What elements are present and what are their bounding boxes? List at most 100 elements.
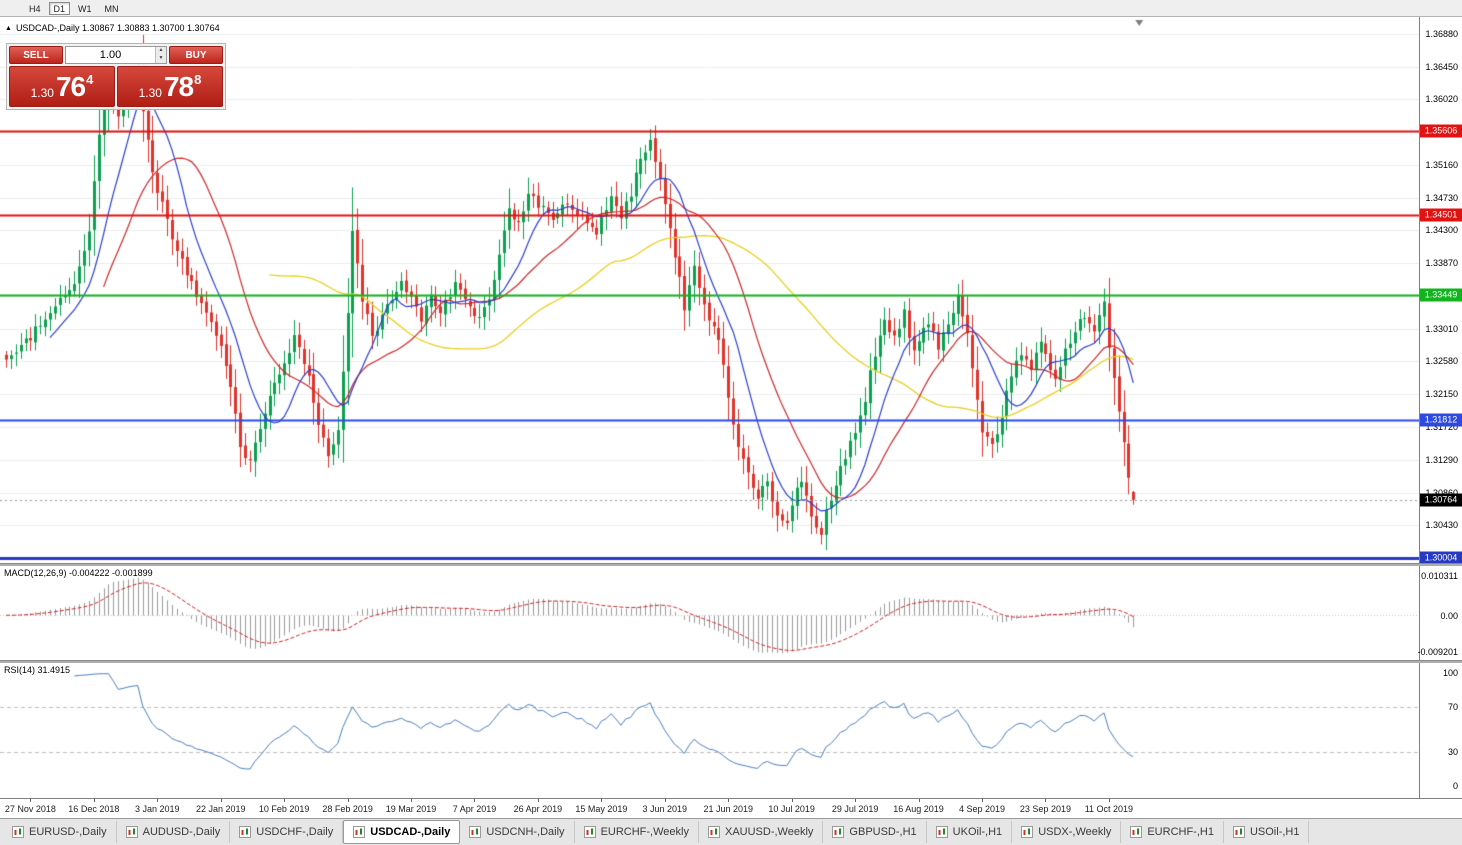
macd-axis-max: 0.010311 [1421, 571, 1458, 581]
chart-tab-eurchf-weekly[interactable]: EURCHF-,Weekly [575, 821, 699, 843]
volume-spinner: ▲ ▼ [155, 47, 166, 63]
price-tick: 1.31720 [1425, 422, 1458, 432]
macd-axis[interactable]: 0.010311 0.00 -0.009201 [1417, 566, 1462, 660]
chart-tab-ukoil-h1[interactable]: UKOil-,H1 [927, 821, 1013, 843]
sell-price-prefix: 1.30 [30, 85, 54, 100]
chart-tab-label: USDX-,Weekly [1038, 826, 1112, 838]
price-tick: 1.30860 [1425, 488, 1458, 498]
price-badge-1.30764[interactable]: 1.30764 [1420, 493, 1462, 507]
volume-decrease-button[interactable]: ▼ [156, 55, 166, 63]
buy-price-main: 78 [163, 70, 194, 102]
price-tick: 1.36450 [1425, 61, 1458, 72]
chart-tab-label: EURUSD-,Daily [29, 826, 107, 838]
rsi-label: RSI(14) 31.4915 [4, 665, 71, 675]
date-label: 3 Jan 2019 [134, 804, 180, 814]
chart-tab-usdcad-daily[interactable]: USDCAD-,Daily [343, 820, 461, 844]
macd-canvas[interactable] [0, 566, 1419, 660]
price-badge-1.30004[interactable]: 1.30004 [1420, 551, 1462, 563]
volume-input[interactable]: 1.00 ▲ ▼ [65, 46, 167, 64]
chart-tab-label: EURCHF-,H1 [1147, 826, 1214, 838]
timeframe-button-h4[interactable]: H4 [24, 2, 46, 15]
rsi-axis-0: 0 [1452, 781, 1458, 791]
date-tick [537, 799, 539, 802]
sell-price-display[interactable]: 1.30 76 4 [9, 66, 115, 107]
price-tick: 1.30430 [1425, 520, 1458, 531]
price-badge-1.35606[interactable]: 1.35606 [1420, 124, 1462, 138]
chart-tab-eurchf-h1[interactable]: EURCHF-,H1 [1121, 821, 1224, 843]
chart-tab-label: AUDUSD-,Daily [142, 826, 221, 838]
chart-tab-label: EURCHF-,Weekly [600, 826, 689, 838]
chart-tab-label: UKOil-,H1 [952, 826, 1003, 838]
chart-tab-audusd-daily[interactable]: AUDUSD-,Daily [117, 821, 231, 843]
rsi-axis[interactable]: 100 70 30 0 [1419, 663, 1462, 798]
sell-button[interactable]: SELL [9, 46, 63, 64]
chart-icon [1021, 826, 1034, 838]
panel-separator[interactable] [0, 563, 1462, 566]
chart-icon [125, 826, 138, 838]
price-tick: 1.35160 [1425, 159, 1458, 170]
price-tick: 1.31290 [1425, 454, 1458, 465]
date-tick [1108, 799, 1110, 802]
chart-icon [583, 826, 596, 838]
macd-axis-min: -0.009201 [1417, 647, 1458, 657]
buy-button[interactable]: BUY [169, 46, 223, 64]
date-label: 23 Sep 2019 [1019, 804, 1071, 814]
price-axis[interactable]: 1.368801.364501.360201.355901.351601.347… [1419, 17, 1462, 563]
price-badge-1.34501[interactable]: 1.34501 [1420, 208, 1462, 222]
chart-tab-gbpusd-h1[interactable]: GBPUSD-,H1 [823, 821, 927, 843]
volume-value: 1.00 [99, 49, 122, 61]
panel-separator[interactable] [0, 660, 1462, 663]
date-label: 10 Jul 2019 [768, 804, 815, 814]
rsi-canvas[interactable] [0, 663, 1419, 798]
date-label: 21 Jun 2019 [703, 804, 754, 814]
buy-price-display[interactable]: 1.30 78 8 [117, 66, 223, 107]
price-tick: 1.34730 [1425, 192, 1458, 203]
volume-increase-button[interactable]: ▲ [156, 47, 166, 55]
chart-tabs-bar: EURUSD-,Daily AUDUSD-,Daily USDCHF-,Daily U… [0, 818, 1462, 845]
chart-tab-label: USOil-,H1 [1249, 826, 1300, 838]
chart-tab-eurusd-daily[interactable]: EURUSD-,Daily [3, 821, 117, 843]
date-tick [220, 799, 222, 802]
date-tick [1045, 799, 1047, 802]
date-label: 15 May 2019 [575, 804, 628, 814]
date-tick [157, 799, 159, 802]
chart-icon [1232, 826, 1245, 838]
date-axis[interactable]: 27 Nov 2018 16 Dec 2018 3 Jan 2019 22 Jan 2… [0, 798, 1462, 818]
timeframe-button-w1[interactable]: W1 [73, 2, 97, 15]
date-label: 19 Mar 2019 [385, 804, 437, 814]
rsi-axis-100: 100 [1442, 668, 1458, 678]
chart-icon [12, 826, 24, 838]
date-tick [728, 799, 730, 802]
price-badge-1.33449[interactable]: 1.33449 [1420, 288, 1462, 302]
chart-icon [935, 826, 948, 838]
chart-tab-usdcnh-daily[interactable]: USDCNH-,Daily [460, 821, 575, 843]
date-label: 7 Apr 2019 [452, 804, 497, 814]
price-chart-panel: ▲ USDCAD-,Daily 1.30867 1.30883 1.30700 … [0, 17, 1462, 563]
chart-marker-icon: ▲ [5, 24, 12, 32]
date-tick [347, 799, 349, 802]
chart-tab-xauusd-weekly[interactable]: XAUUSD-,Weekly [699, 821, 824, 843]
chart-ohlc-title: ▲ USDCAD-,Daily 1.30867 1.30883 1.30700 … [5, 23, 220, 33]
timeframe-button-mn[interactable]: MN [100, 2, 124, 15]
chart-tab-label: USDCHF-,Daily [256, 826, 334, 838]
rsi-panel: RSI(14) 31.4915 100 70 30 0 [0, 663, 1462, 798]
chart-tab-usdchf-daily[interactable]: USDCHF-,Daily [230, 821, 344, 843]
date-tick [601, 799, 603, 802]
chart-tab-label: USDCNH-,Daily [486, 826, 565, 838]
chart-window: ▲ USDCAD-,Daily 1.30867 1.30883 1.30700 … [0, 17, 1462, 818]
sell-price-pip: 4 [86, 72, 94, 87]
price-badge-1.31812[interactable]: 1.31812 [1420, 413, 1462, 427]
chart-ohlc-text: USDCAD-,Daily 1.30867 1.30883 1.30700 1.… [15, 23, 220, 33]
date-tick [284, 799, 286, 802]
chart-tab-label: XAUUSD-,Weekly [724, 826, 814, 838]
chart-icon [832, 826, 845, 838]
chart-tab-usdx-weekly[interactable]: USDX-,Weekly [1012, 821, 1122, 843]
chart-icon [469, 826, 482, 838]
rsi-axis-30: 30 [1447, 747, 1458, 758]
date-label: 3 Jun 2019 [642, 804, 688, 814]
chart-tab-usoil-h1[interactable]: USOil-,H1 [1224, 821, 1310, 843]
price-chart-canvas[interactable] [0, 17, 1419, 563]
date-label: 4 Sep 2019 [958, 804, 1006, 814]
timeframe-button-d1[interactable]: D1 [48, 1, 71, 15]
price-tick: 1.32150 [1425, 389, 1458, 400]
